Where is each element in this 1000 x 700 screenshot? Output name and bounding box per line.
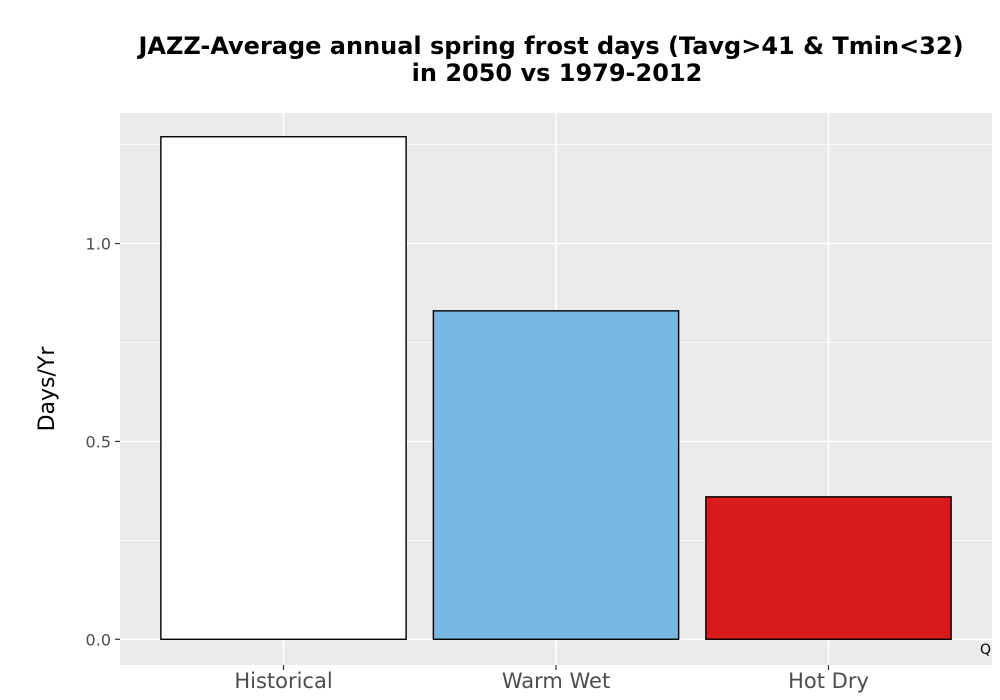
y-axis-title: Days/Yr (35, 346, 60, 432)
y-axis: 0.0 0.5 1.0 (86, 235, 120, 649)
x-tick-label: Hot Dry (788, 669, 869, 693)
x-tick-label: Warm Wet (502, 669, 610, 693)
x-axis: Historical Warm Wet Hot Dry (234, 665, 869, 693)
y-tick-label: 0.5 (86, 432, 111, 451)
chart-subtitle: in 2050 vs 1979-2012 (412, 59, 703, 87)
bar-hot-dry (705, 496, 952, 640)
chart-title: JAZZ-Average annual spring frost days (T… (136, 32, 963, 60)
bar-historical (160, 136, 407, 640)
x-tick-label: Historical (234, 669, 332, 693)
bar-warm-wet (432, 310, 680, 640)
y-tick-label: 1.0 (86, 235, 111, 254)
corner-annotation: Q (980, 642, 991, 658)
y-tick-label: 0.0 (86, 630, 111, 649)
bars (160, 136, 952, 640)
